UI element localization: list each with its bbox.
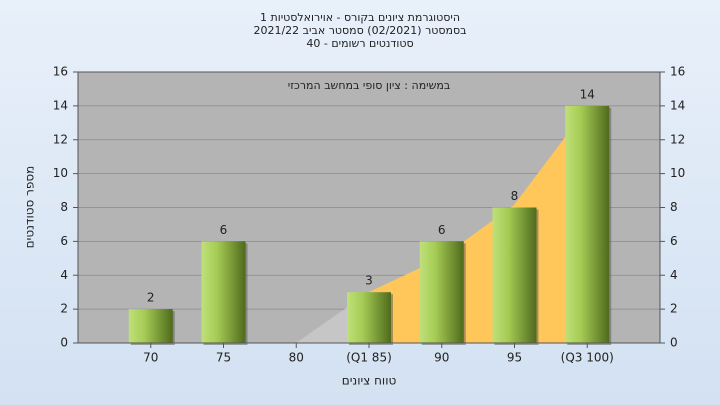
annotation: במשימה : ציון סופי במחשב המרכזי: [288, 79, 451, 92]
bar: [201, 241, 246, 343]
title-line: בסמסטר (02/2021) סמסטר אביב 2021/22: [253, 24, 466, 37]
x-tick-label: 95: [507, 351, 522, 365]
y2-tick-label: 10: [670, 166, 685, 180]
y-tick-label: 2: [60, 302, 68, 316]
x-tick-label: 75: [216, 351, 231, 365]
y2-tick-label: 16: [670, 65, 685, 79]
y2-tick-label: 6: [670, 234, 678, 248]
y2-tick-label: 0: [670, 336, 678, 350]
value-label: 14: [580, 87, 595, 101]
title-line: סטודנטים רשומים - 40: [306, 37, 413, 50]
y2-tick-label: 14: [670, 98, 685, 112]
y-axis-label: מספר סטודנטים: [23, 166, 37, 249]
title-line: היסטוגרמת ציונים בקורס - אוירואלסטיות 1: [260, 11, 460, 24]
x-tick-label: 80: [289, 351, 304, 365]
bar: [128, 309, 173, 343]
y2-tick-label: 12: [670, 132, 685, 146]
y-tick-label: 10: [53, 166, 68, 180]
y-tick-label: 16: [53, 65, 68, 79]
value-label: 8: [511, 189, 519, 203]
x-tick-label: 70: [143, 351, 158, 365]
y2-tick-label: 8: [670, 200, 678, 214]
y-tick-label: 14: [53, 98, 68, 112]
x-tick-label: 90: [434, 351, 449, 365]
bar: [419, 241, 464, 343]
y2-tick-label: 2: [670, 302, 678, 316]
bar: [347, 292, 391, 343]
bar: [565, 105, 610, 343]
value-label: 6: [220, 223, 228, 237]
y-tick-label: 12: [53, 132, 68, 146]
bar: [492, 207, 537, 343]
y-tick-label: 4: [60, 268, 68, 282]
x-tick-label: (Q1 85): [346, 351, 392, 365]
value-label: 6: [438, 223, 446, 237]
value-label: 2: [147, 291, 155, 305]
x-axis-label: טווח ציונים: [342, 374, 397, 388]
y-tick-label: 6: [60, 234, 68, 248]
x-tick-label: (Q3 100): [561, 351, 614, 365]
value-label: 3: [365, 274, 373, 288]
y-tick-label: 0: [60, 336, 68, 350]
y-tick-label: 8: [60, 200, 68, 214]
y2-tick-label: 4: [670, 268, 678, 282]
